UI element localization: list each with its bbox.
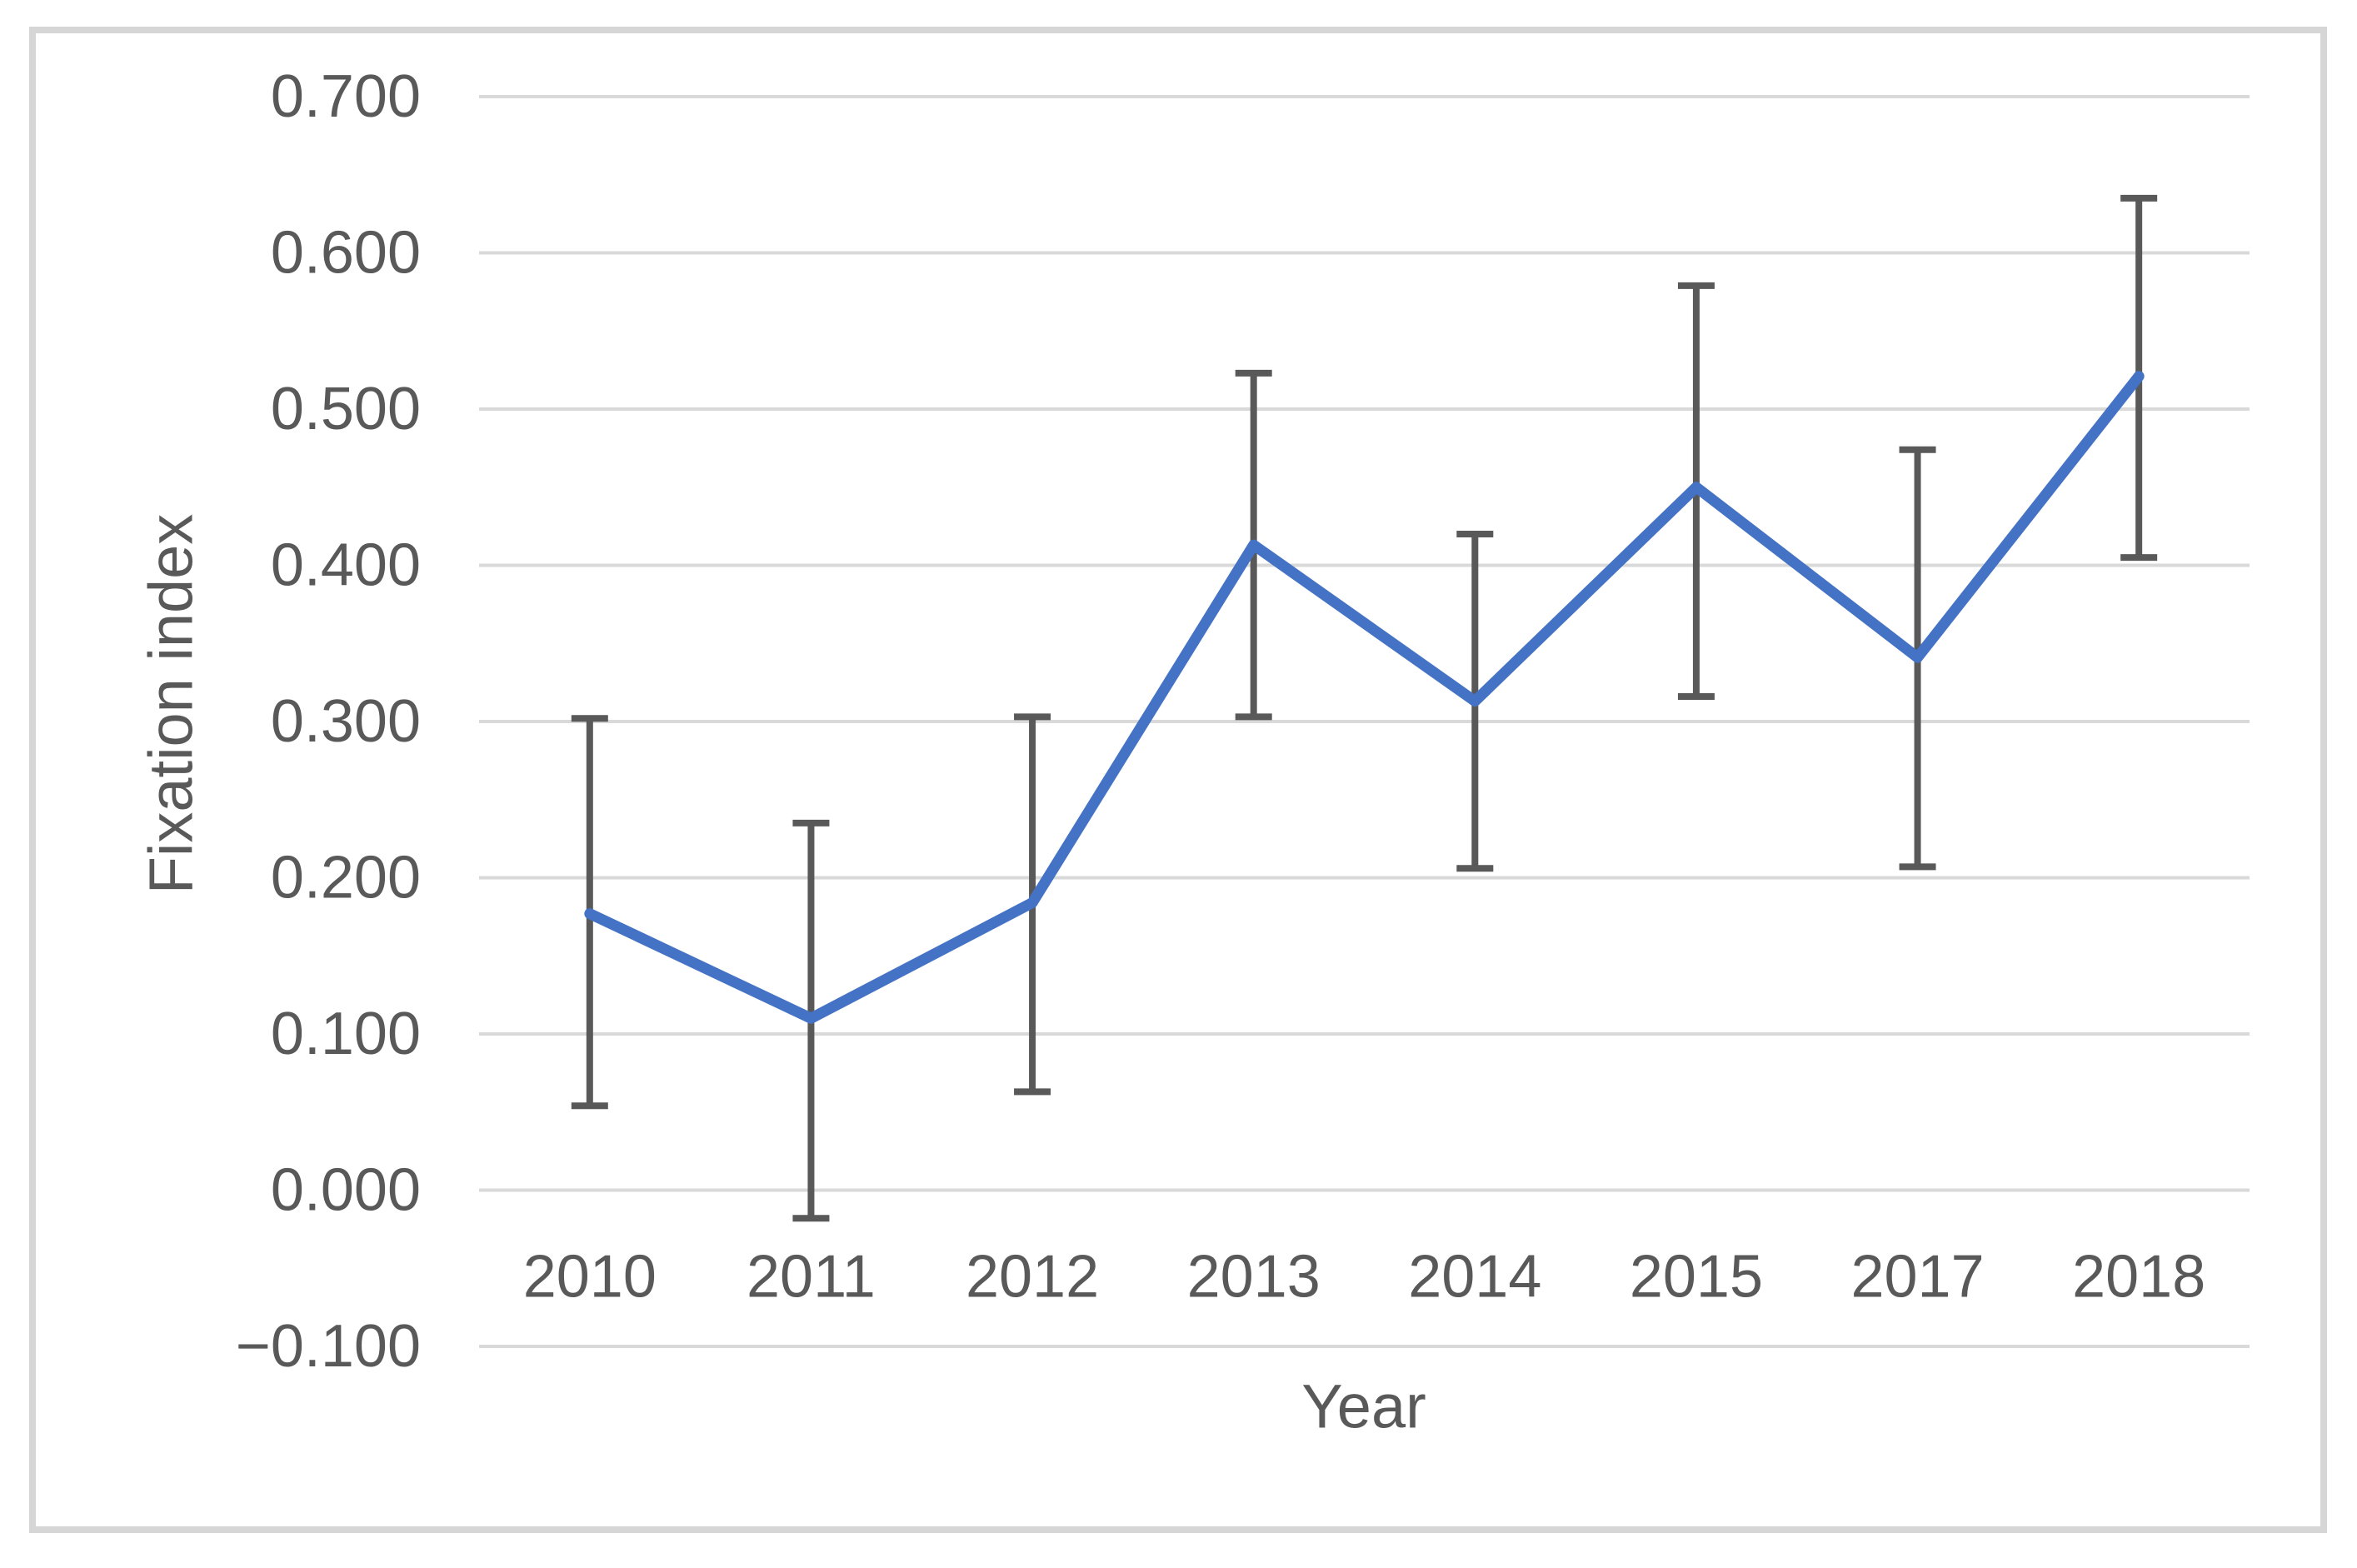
error-bars [571,194,2158,1222]
x-tick-label: 2018 [2072,1243,2205,1310]
x-axis-tick-labels: 2010 2011 2012 2013 2014 2015 2017 2018 [523,1243,2206,1310]
x-tick-label: 2015 [1630,1243,1763,1310]
y-tick-label: 0.700 [271,63,421,130]
chart-frame [29,27,2327,1533]
y-tick-label: 0.100 [271,1001,421,1067]
y-tick-label: 0.300 [271,688,421,755]
x-tick-label: 2014 [1408,1243,1541,1310]
x-tick-label: 2013 [1187,1243,1321,1310]
x-axis-title: Year [1301,1372,1426,1441]
y-tick-label: 0.600 [271,220,421,287]
y-axis-tick-labels: 0.700 0.600 0.500 0.400 0.300 0.200 0.100 0.000… [236,63,421,1380]
y-axis-title: Fixation index [137,514,206,895]
y-tick-label: 0.400 [271,532,421,599]
gridlines [479,95,2250,1348]
y-tick-label: 0.200 [271,845,421,911]
x-tick-label: 2010 [523,1243,657,1310]
y-tick-label: 0.000 [271,1157,421,1224]
x-tick-label: 2017 [1850,1243,1984,1310]
x-tick-label: 2011 [747,1243,876,1310]
x-tick-label: 2012 [966,1243,1099,1310]
y-tick-label: 0.500 [271,376,421,442]
y-tick-label: −0.100 [236,1313,421,1380]
series-line [584,371,2145,1024]
